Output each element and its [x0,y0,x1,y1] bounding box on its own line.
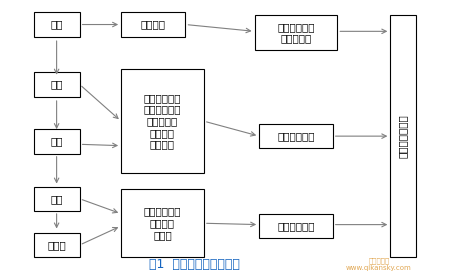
FancyBboxPatch shape [255,15,338,50]
FancyBboxPatch shape [34,233,80,257]
FancyBboxPatch shape [34,72,80,97]
FancyBboxPatch shape [34,186,80,211]
Text: 期刊天空网
www.qikansky.com: 期刊天空网 www.qikansky.com [346,257,412,271]
Text: 激发学习兴趣
和探索欲望: 激发学习兴趣 和探索欲望 [277,22,315,43]
Text: 基本形态结构
繁殖特性
生活史: 基本形态结构 繁殖特性 生活史 [144,207,181,240]
FancyBboxPatch shape [390,15,416,257]
FancyBboxPatch shape [121,189,204,257]
FancyBboxPatch shape [34,129,80,154]
Text: 细菌: 细菌 [50,137,63,147]
Text: 名人轶事: 名人轶事 [141,20,166,29]
FancyBboxPatch shape [259,214,333,238]
FancyBboxPatch shape [259,124,333,148]
Text: 寄生虫: 寄生虫 [47,240,66,250]
FancyBboxPatch shape [121,70,204,173]
Text: 图1  病原生物学教学内容: 图1 病原生物学教学内容 [149,258,240,271]
Text: 真菌: 真菌 [50,194,63,204]
Text: 课程核心内容: 课程核心内容 [277,131,315,141]
Text: 教学态度与习惯: 教学态度与习惯 [398,114,408,158]
Text: 基本名词概念
形态结构特征
增殖与分类
致病机制
防治策略: 基本名词概念 形态结构特征 增殖与分类 致病机制 防治策略 [144,93,181,149]
Text: 绪论: 绪论 [50,20,63,29]
Text: 病毒: 病毒 [50,79,63,89]
FancyBboxPatch shape [121,12,186,37]
FancyBboxPatch shape [34,12,80,37]
Text: 课程了解内容: 课程了解内容 [277,221,315,231]
